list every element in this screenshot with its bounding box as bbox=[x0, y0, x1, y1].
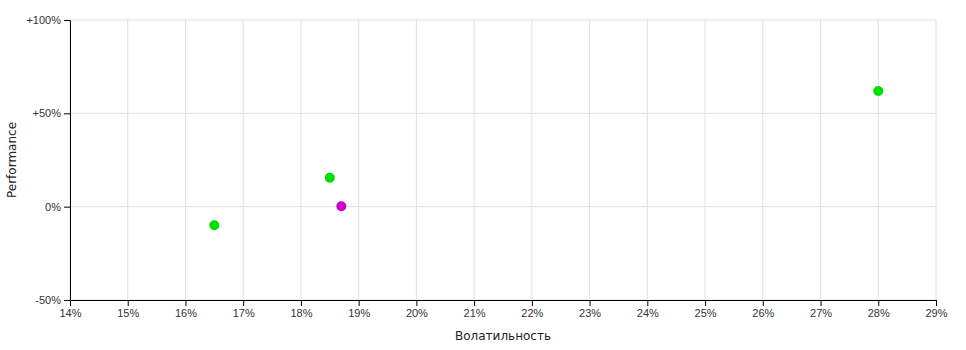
x-tick-label: 15% bbox=[117, 307, 139, 319]
points bbox=[209, 86, 883, 230]
x-tick-mark bbox=[301, 300, 302, 306]
x-tick: 20% bbox=[406, 300, 428, 319]
grid-line-x bbox=[416, 20, 417, 300]
x-tick-mark bbox=[878, 300, 879, 306]
y-tick-mark bbox=[64, 207, 70, 208]
y-tick-mark bbox=[64, 20, 70, 21]
y-tick-label: 0% bbox=[45, 201, 61, 213]
x-tick: 26% bbox=[752, 300, 774, 319]
x-tick-mark bbox=[416, 300, 417, 306]
point bbox=[873, 86, 883, 96]
x-tick: 29% bbox=[925, 300, 947, 319]
grid-line-x bbox=[474, 20, 475, 300]
x-tick: 22% bbox=[521, 300, 543, 319]
y-tick-mark bbox=[64, 113, 70, 114]
y-axis-label: Performance bbox=[5, 122, 19, 198]
x-tick: 25% bbox=[695, 300, 717, 319]
x-tick: 15% bbox=[117, 300, 139, 319]
x-tick-label: 25% bbox=[695, 307, 717, 319]
y-tick: 0% bbox=[45, 201, 70, 213]
y-tick-label: +50% bbox=[33, 107, 62, 119]
x-tick-mark bbox=[821, 300, 822, 306]
x-tick: 19% bbox=[348, 300, 370, 319]
grid-line-x bbox=[820, 20, 821, 300]
x-tick-label: 17% bbox=[233, 307, 255, 319]
y-tick-mark bbox=[64, 300, 70, 301]
y-axis: -50% 0% +50% +100% bbox=[26, 14, 70, 306]
grid-line-y bbox=[70, 206, 936, 207]
grid-line-x bbox=[243, 20, 244, 300]
x-tick: 21% bbox=[464, 300, 486, 319]
grid-line-x bbox=[936, 20, 937, 300]
grid-line-x bbox=[762, 20, 763, 300]
x-tick-label: 27% bbox=[810, 307, 832, 319]
x-tick-label: 14% bbox=[59, 307, 81, 319]
x-tick-mark bbox=[647, 300, 648, 306]
x-tick-mark bbox=[936, 300, 937, 306]
point bbox=[325, 173, 335, 183]
grid-line-x bbox=[647, 20, 648, 300]
x-tick: 14% bbox=[59, 300, 81, 319]
x-tick-label: 20% bbox=[406, 307, 428, 319]
grid-line-x bbox=[589, 20, 590, 300]
x-tick-label: 28% bbox=[868, 307, 890, 319]
grid-line-x bbox=[705, 20, 706, 300]
x-tick: 18% bbox=[290, 300, 312, 319]
x-tick-label: 29% bbox=[925, 307, 947, 319]
chart: 14% 15% 16% 17% 18% 19% 20% 21% 22% 23% 24% 25% 26% 2… bbox=[0, 0, 966, 350]
x-tick-label: 22% bbox=[521, 307, 543, 319]
y-tick: -50% bbox=[35, 294, 70, 306]
point bbox=[336, 201, 346, 211]
x-tick-mark bbox=[532, 300, 533, 306]
grid-line-x bbox=[185, 20, 186, 300]
x-tick-label: 24% bbox=[637, 307, 659, 319]
x-tick: 16% bbox=[175, 300, 197, 319]
x-tick: 27% bbox=[810, 300, 832, 319]
x-tick-label: 18% bbox=[290, 307, 312, 319]
y-tick: +50% bbox=[33, 107, 70, 119]
x-tick-label: 23% bbox=[579, 307, 601, 319]
x-tick: 23% bbox=[579, 300, 601, 319]
point bbox=[209, 220, 219, 230]
plot-area: 14% 15% 16% 17% 18% 19% 20% 21% 22% 23% 24% 25% 26% 2… bbox=[26, 14, 947, 319]
x-tick-label: 21% bbox=[464, 307, 486, 319]
grid-line-y bbox=[70, 113, 936, 114]
y-axis-line bbox=[64, 21, 71, 301]
grid-line-x bbox=[358, 20, 359, 300]
x-axis-line bbox=[71, 301, 937, 307]
x-tick-mark bbox=[474, 300, 475, 306]
x-tick: 24% bbox=[637, 300, 659, 319]
x-tick-mark bbox=[185, 300, 186, 306]
x-tick-mark bbox=[590, 300, 591, 306]
y-tick-label: +100% bbox=[26, 14, 61, 26]
grid-line-x bbox=[127, 20, 128, 300]
y-tick-label: -50% bbox=[35, 294, 61, 306]
x-tick-mark bbox=[359, 300, 360, 306]
x-tick-mark bbox=[243, 300, 244, 306]
x-tick-mark bbox=[128, 300, 129, 306]
x-tick: 17% bbox=[233, 300, 255, 319]
grid bbox=[70, 20, 936, 300]
y-tick: +100% bbox=[26, 14, 70, 26]
x-tick-mark bbox=[763, 300, 764, 306]
x-tick-label: 19% bbox=[348, 307, 370, 319]
x-tick-label: 16% bbox=[175, 307, 197, 319]
grid-line-x bbox=[300, 20, 301, 300]
grid-line-x bbox=[878, 20, 879, 300]
grid-line-y bbox=[70, 20, 936, 21]
x-tick: 28% bbox=[868, 300, 890, 319]
grid-line-x bbox=[531, 20, 532, 300]
x-axis-label: Волатильность bbox=[455, 329, 551, 343]
x-axis: 14% 15% 16% 17% 18% 19% 20% 21% 22% 23% 24% 25% 26% 2… bbox=[59, 300, 947, 319]
x-tick-mark bbox=[705, 300, 706, 306]
x-tick-label: 26% bbox=[752, 307, 774, 319]
